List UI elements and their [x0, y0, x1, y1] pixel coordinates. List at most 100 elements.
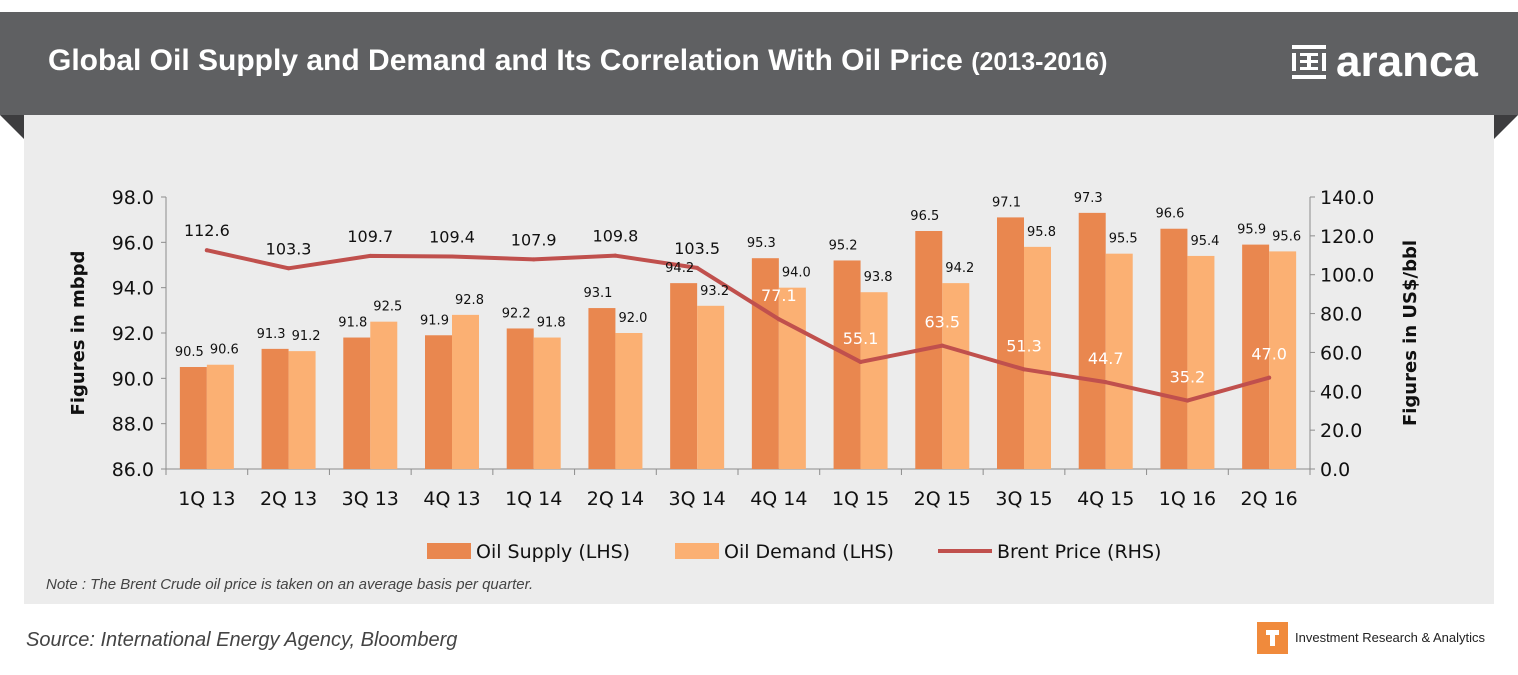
x-tick-label: 4Q 15 — [1077, 488, 1134, 510]
bar-oil-demand — [288, 351, 316, 469]
supply-data-label: 91.3 — [257, 327, 286, 342]
supply-data-label: 93.1 — [583, 286, 612, 301]
y2-tick-label: 0.0 — [1320, 459, 1350, 481]
brent-point — [531, 257, 536, 262]
brent-data-label: 107.9 — [511, 230, 557, 249]
bar-oil-supply — [588, 308, 616, 469]
bar-oil-supply — [261, 348, 289, 469]
x-tick-label: 2Q 16 — [1241, 488, 1298, 510]
y-axis-left-label: Figures in mbpd — [68, 251, 89, 416]
demand-data-label: 92.5 — [373, 300, 402, 315]
y2-tick-label: 80.0 — [1320, 304, 1362, 326]
x-tick-label: 4Q 13 — [423, 488, 480, 510]
x-tick-label: 1Q 16 — [1159, 488, 1216, 510]
y2-tick-label: 120.0 — [1320, 226, 1374, 248]
y-tick-label: 92.0 — [112, 323, 154, 345]
supply-data-label: 96.6 — [1155, 207, 1184, 222]
x-tick-label: 2Q 13 — [260, 488, 317, 510]
brent-point — [1185, 398, 1190, 403]
x-tick-label: 1Q 14 — [505, 488, 562, 510]
brent-line-layer — [204, 248, 1272, 403]
logo-mark-icon — [1292, 45, 1326, 79]
bar-oil-demand — [206, 364, 234, 469]
supply-data-label: 90.5 — [175, 345, 204, 360]
bar-oil-supply — [343, 337, 371, 469]
header-bar — [0, 12, 1518, 115]
brent-point — [695, 265, 700, 270]
bar-oil-demand — [942, 283, 970, 469]
y2-tick-label: 60.0 — [1320, 342, 1362, 364]
brent-data-label: 103.3 — [266, 239, 312, 258]
brent-data-label: 112.6 — [184, 221, 230, 240]
bar-oil-supply — [179, 367, 207, 469]
supply-data-label: 92.2 — [502, 306, 531, 321]
legend-brent-label: Brent Price (RHS) — [997, 541, 1161, 563]
brent-data-label: 51.3 — [1006, 336, 1042, 355]
y2-tick-label: 20.0 — [1320, 420, 1362, 442]
demand-data-label: 93.2 — [700, 284, 729, 299]
brent-data-label: 55.1 — [843, 329, 879, 348]
y-axis-left: 86.0 88.0 90.0 92.0 94.0 96.0 98.0 Figures in m… — [68, 187, 167, 481]
chart-note: Note : The Brent Crude oil price is take… — [46, 576, 534, 593]
x-tick-label: 2Q 14 — [587, 488, 644, 510]
supply-data-label: 95.2 — [829, 238, 858, 253]
bar-oil-demand — [697, 305, 725, 469]
bar-oil-demand — [860, 292, 888, 469]
legend: Oil Supply (LHS) Oil Demand (LHS) Brent Pr… — [427, 541, 1161, 563]
demand-data-label: 91.2 — [292, 329, 321, 344]
bar-oil-supply — [997, 217, 1024, 469]
x-tick-label: 1Q 15 — [832, 488, 889, 510]
x-tick-label: 2Q 15 — [914, 488, 971, 510]
page-title: Global Oil Supply and Demand and Its Cor… — [48, 44, 1107, 78]
x-axis: 1Q 13 2Q 13 3Q 13 4Q 13 1Q 14 2Q 14 3Q 14 4Q 14… — [165, 468, 1311, 510]
y2-tick-label: 140.0 — [1320, 187, 1374, 209]
bar-oil-demand — [533, 337, 561, 469]
brent-point — [1267, 375, 1272, 380]
bar-oil-supply — [670, 283, 698, 469]
legend-supply-swatch — [427, 543, 471, 559]
supply-data-label: 95.9 — [1237, 223, 1266, 238]
supply-data-label: 91.9 — [420, 313, 449, 328]
y-tick-label: 98.0 — [112, 187, 154, 209]
bar-oil-supply — [1078, 212, 1106, 469]
brent-point — [1022, 367, 1026, 372]
brent-data-label: 47.0 — [1251, 345, 1287, 364]
brent-data-label: 109.8 — [593, 227, 639, 246]
y-axis-right: 0.0 20.0 40.0 60.0 80.0 100.0 120.0 140.0 Figure… — [1309, 187, 1421, 481]
bar-oil-supply — [1160, 228, 1188, 469]
bar-oil-demand — [1024, 246, 1051, 469]
demand-data-label: 93.8 — [864, 270, 893, 285]
y-tick-label: 86.0 — [112, 459, 154, 481]
bars-layer — [179, 212, 1297, 469]
brent-data-label: 103.5 — [674, 239, 720, 258]
brent-point — [204, 248, 209, 253]
brent-data-label: 44.7 — [1088, 349, 1124, 368]
header-fold-left — [0, 115, 24, 139]
bar-oil-supply — [1242, 244, 1270, 469]
x-tick-label: 3Q 13 — [342, 488, 399, 510]
x-tick-label: 1Q 13 — [178, 488, 235, 510]
header-fold-right — [1494, 115, 1518, 139]
bar-oil-demand — [1187, 255, 1215, 469]
brent-point — [1103, 380, 1108, 385]
y2-tick-label: 100.0 — [1320, 265, 1374, 287]
brent-point — [613, 253, 618, 258]
y-tick-label: 88.0 — [112, 414, 154, 436]
bar-oil-demand — [452, 314, 479, 469]
legend-demand-label: Oil Demand (LHS) — [724, 541, 894, 563]
demand-data-label: 92.0 — [618, 311, 647, 326]
supply-data-label: 95.3 — [747, 236, 776, 251]
brent-price-line — [204, 248, 1272, 403]
brent-point — [940, 343, 945, 348]
source-text: Source: International Energy Agency, Blo… — [26, 629, 458, 651]
demand-data-label: 94.2 — [945, 261, 974, 276]
bar-oil-demand — [1105, 253, 1133, 469]
brent-data-label: 63.5 — [924, 313, 960, 332]
demand-data-label: 91.8 — [537, 316, 566, 331]
data-labels-layer: 90.5 90.6 91.3 91.2 91.8 92.5 91.9 92.8 92.2 91.8… — [175, 191, 1301, 387]
tagline-glyph-icon — [1266, 630, 1279, 646]
brent-point — [450, 254, 454, 259]
demand-data-label: 95.5 — [1109, 232, 1138, 247]
brent-point — [368, 253, 373, 258]
